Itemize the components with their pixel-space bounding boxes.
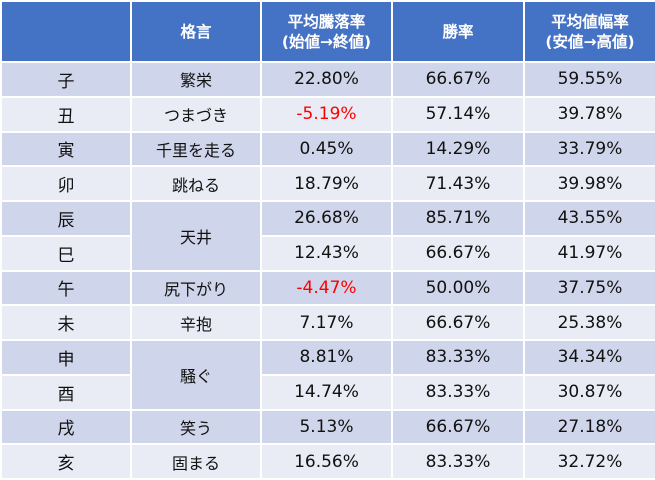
win-rate-cell: 83.33% [391,373,525,411]
avg-change-cell: 0.45% [260,130,393,168]
zodiac-cell: 申 [0,339,132,376]
avg-change-cell: 7.17% [260,304,393,341]
kakugen-cell: 尻下がり [130,269,262,307]
zodiac-cell: 戌 [0,408,132,446]
zodiac-cell: 卯 [0,165,132,202]
win-rate-cell: 85.71% [391,200,525,237]
kakugen-cell: 騒ぐ [130,339,262,411]
avg-range-cell: 27.18% [523,408,655,446]
win-rate-cell: 66.67% [391,61,525,98]
header-avg-change-line1: 平均騰落率 [287,12,366,31]
header-avg-change: 平均騰落率 (始値→終値) [260,0,393,63]
header-win-rate-label: 勝率 [442,22,474,41]
avg-change-cell: 26.68% [260,200,393,237]
zodiac-cell: 寅 [0,130,132,168]
avg-range-cell: 32.72% [523,443,655,480]
win-rate-cell: 14.29% [391,130,525,168]
kakugen-cell: 辛抱 [130,304,262,341]
kakugen-cell: 天井 [130,200,262,272]
table-row: 寅 千里を走る 0.45% 14.29% 33.79% [0,130,655,168]
avg-change-cell: 14.74% [260,373,393,411]
avg-change-cell: -5.19% [260,95,393,133]
table-row: 丑 つまづき -5.19% 57.14% 39.78% [0,95,655,133]
kakugen-cell: 跳ねる [130,165,262,202]
win-rate-cell: 50.00% [391,269,525,307]
header-avg-range-line2: (安値→高値) [545,32,635,51]
table-row: 子 繁栄 22.80% 66.67% 59.55% [0,61,655,98]
zodiac-cell: 酉 [0,373,132,411]
win-rate-cell: 83.33% [391,339,525,376]
avg-range-cell: 33.79% [523,130,655,168]
header-zodiac [0,0,132,63]
table-row: 巳 12.43% 66.67% 41.97% [0,234,655,272]
kakugen-cell: 笑う [130,408,262,446]
table-row: 酉 14.74% 83.33% 30.87% [0,373,655,411]
win-rate-cell: 83.33% [391,443,525,480]
avg-range-cell: 43.55% [523,200,655,237]
avg-range-cell: 59.55% [523,61,655,98]
kakugen-cell: 千里を走る [130,130,262,168]
avg-range-cell: 25.38% [523,304,655,341]
avg-change-cell: 8.81% [260,339,393,376]
avg-change-cell: 18.79% [260,165,393,202]
zodiac-cell: 巳 [0,234,132,272]
avg-change-cell: 12.43% [260,234,393,272]
win-rate-cell: 66.67% [391,408,525,446]
table-row: 卯 跳ねる 18.79% 71.43% 39.98% [0,165,655,202]
header-kakugen: 格言 [130,0,262,63]
avg-change-cell: -4.47% [260,269,393,307]
table-row: 戌 笑う 5.13% 66.67% 27.18% [0,408,655,446]
avg-change-cell: 22.80% [260,61,393,98]
avg-range-cell: 39.98% [523,165,655,202]
win-rate-cell: 57.14% [391,95,525,133]
avg-range-cell: 41.97% [523,234,655,272]
zodiac-cell: 亥 [0,443,132,480]
avg-range-cell: 39.78% [523,95,655,133]
table-row: 申 騒ぐ 8.81% 83.33% 34.34% [0,339,655,411]
win-rate-cell: 66.67% [391,304,525,341]
header-row: 格言 平均騰落率 (始値→終値) 勝率 平均値幅率 (安値→高値) [0,0,655,63]
header-avg-change-line2: (始値→終値) [281,32,372,51]
table-row: 辰 天井 26.68% 85.71% 43.55% [0,200,655,272]
zodiac-cell: 午 [0,269,132,307]
avg-range-cell: 34.34% [523,339,655,376]
avg-range-cell: 30.87% [523,373,655,411]
zodiac-cell: 未 [0,304,132,341]
zodiac-cell: 子 [0,61,132,98]
avg-change-cell: 5.13% [260,408,393,446]
header-win-rate: 勝率 [391,0,525,63]
kakugen-cell: つまづき [130,95,262,133]
header-kakugen-label: 格言 [180,22,212,41]
avg-change-cell: 16.56% [260,443,393,480]
table-row: 未 辛抱 7.17% 66.67% 25.38% [0,304,655,341]
zodiac-cell: 丑 [0,95,132,133]
header-avg-range: 平均値幅率 (安値→高値) [523,0,655,63]
win-rate-cell: 66.67% [391,234,525,272]
table-row: 亥 固まる 16.56% 83.33% 32.72% [0,443,655,480]
header-avg-range-line1: 平均値幅率 [551,12,629,31]
kakugen-cell: 繁栄 [130,61,262,98]
table-row: 午 尻下がり -4.47% 50.00% 37.75% [0,269,655,307]
kakugen-cell: 固まる [130,443,262,480]
zodiac-cell: 辰 [0,200,132,237]
win-rate-cell: 71.43% [391,165,525,202]
avg-range-cell: 37.75% [523,269,655,307]
